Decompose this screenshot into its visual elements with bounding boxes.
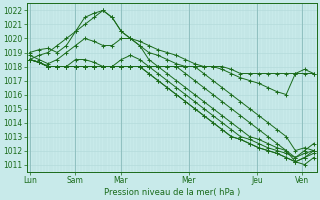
X-axis label: Pression niveau de la mer( hPa ): Pression niveau de la mer( hPa ): [104, 188, 240, 197]
